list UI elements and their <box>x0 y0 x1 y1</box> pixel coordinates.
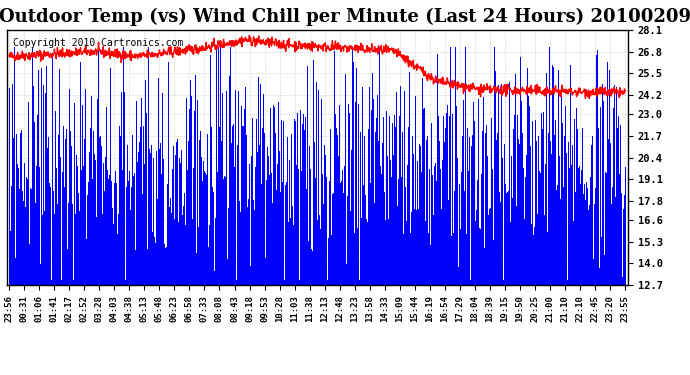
Text: Outdoor Temp (vs) Wind Chill per Minute (Last 24 Hours) 20100209: Outdoor Temp (vs) Wind Chill per Minute … <box>0 8 690 26</box>
Text: Copyright 2010 Cartronics.com: Copyright 2010 Cartronics.com <box>13 38 184 48</box>
